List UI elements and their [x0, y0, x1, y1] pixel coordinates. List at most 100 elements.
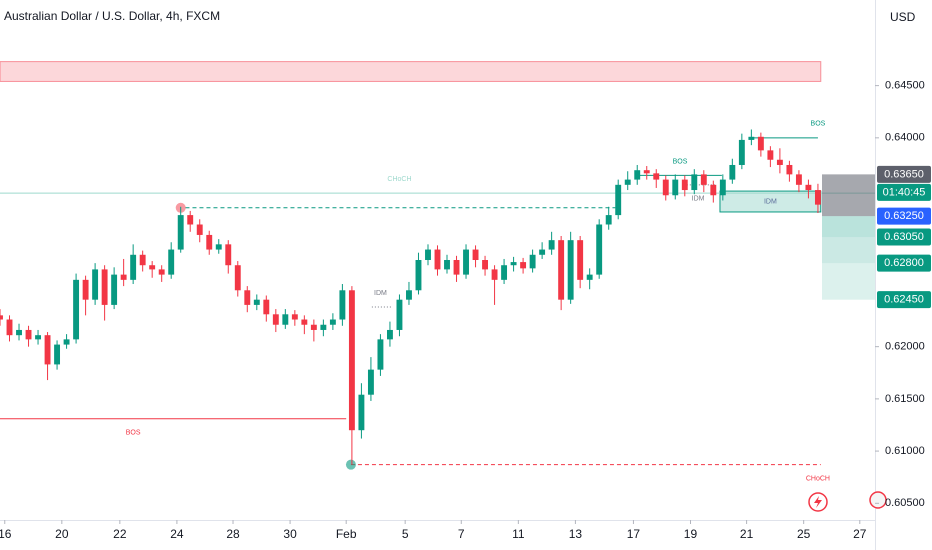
candle-body — [25, 329, 32, 340]
candle-body — [272, 314, 279, 325]
price-label: 01:40:45 — [883, 186, 926, 198]
candle-body — [177, 215, 184, 250]
candle-body — [529, 254, 536, 269]
candle-body — [558, 240, 565, 300]
y-tick-label: 0.61000 — [885, 445, 925, 457]
x-tick-label: 22 — [113, 527, 127, 541]
candle-body — [434, 249, 441, 270]
marker — [345, 459, 356, 470]
price-label: 0.62450 — [884, 294, 924, 306]
x-tick-label: 24 — [170, 527, 184, 541]
candle-body — [681, 179, 688, 191]
candle-body — [662, 179, 669, 196]
candle-body — [586, 274, 593, 280]
candle-body — [444, 260, 450, 270]
candle-body — [63, 339, 70, 345]
x-tick-label: 25 — [797, 527, 811, 541]
candle-body — [396, 299, 403, 330]
candle-body — [491, 269, 498, 280]
x-tick-label: 19 — [684, 527, 698, 541]
x-tick-label: 11 — [512, 527, 525, 541]
chart-title: Australian Dollar / U.S. Dollar, 4h, FXC… — [4, 9, 220, 23]
candle-body — [482, 260, 489, 270]
level-label: BOS — [811, 121, 826, 128]
level-label: CHoCH — [806, 476, 830, 483]
candle-body — [700, 174, 707, 185]
candle-body — [206, 234, 213, 250]
candle-body — [310, 324, 317, 330]
candle-body — [624, 179, 631, 185]
candle-body — [653, 173, 660, 180]
currency[interactable]: USD — [890, 10, 916, 24]
candle-body — [111, 274, 118, 305]
candle-body — [282, 314, 289, 325]
x-tick-label: 16 — [0, 527, 12, 541]
candle-body — [329, 319, 336, 325]
candle-body — [16, 329, 22, 336]
candle-body — [453, 260, 460, 275]
candle-body — [567, 240, 574, 300]
projection-band — [822, 237, 875, 264]
candle-body — [168, 249, 175, 275]
candle-body — [253, 299, 260, 305]
candle-body — [501, 265, 508, 280]
candle-body — [805, 184, 812, 191]
candle-body — [0, 315, 3, 320]
candle-body — [244, 290, 251, 305]
projection-band — [822, 174, 875, 217]
candle-body — [520, 262, 527, 269]
candle-body — [719, 179, 726, 196]
candle-body — [158, 269, 165, 275]
candle-body — [415, 260, 422, 291]
level-label: BOS — [673, 158, 688, 165]
candle-body — [367, 369, 374, 395]
candle-body — [710, 184, 717, 196]
candle-body — [225, 244, 232, 266]
price-label-box — [877, 183, 931, 201]
x-tick-label: 13 — [569, 527, 583, 541]
candle-body — [92, 269, 99, 300]
candle-body — [234, 265, 241, 291]
candle-body — [82, 279, 89, 300]
candle-body — [339, 290, 346, 320]
flag-icon[interactable] — [869, 491, 887, 509]
candle-body — [510, 262, 517, 266]
alert-icon[interactable] — [808, 492, 828, 512]
level-label: IDM — [692, 196, 705, 203]
plot: IDM CHoCH BOS CHoCH BOS BOS IDM IDM — [0, 61, 875, 483]
candle-body — [291, 314, 298, 320]
candle-body — [130, 254, 137, 280]
candle-body — [691, 174, 698, 191]
candle-body — [776, 159, 783, 165]
x-tick-label: 21 — [740, 527, 754, 541]
x-tick-label: 17 — [627, 527, 641, 541]
price-label-box — [877, 228, 931, 246]
zone-label: IDM — [764, 198, 777, 205]
candle-body — [615, 184, 622, 216]
candle-body — [196, 224, 203, 235]
alert-bolt — [814, 496, 822, 508]
level-label: CHoCH — [387, 176, 411, 183]
y-tick-label: 0.62000 — [885, 341, 925, 353]
y-tick-label: 0.64000 — [885, 132, 925, 144]
candle-body — [6, 319, 13, 336]
candle-body — [320, 324, 327, 330]
candle-body — [301, 319, 308, 325]
candle-body — [596, 224, 603, 275]
level-label: IDM — [374, 290, 387, 297]
candle-body — [406, 290, 412, 300]
x-tick-label: 20 — [55, 527, 69, 541]
candle-body — [425, 249, 431, 260]
candle-body — [729, 164, 736, 180]
candle-body — [605, 215, 612, 225]
candle-body — [348, 290, 355, 431]
candle-body — [672, 179, 679, 196]
candle-body — [54, 344, 61, 365]
price-label-box — [877, 291, 931, 309]
x-tick-label: Feb — [336, 527, 357, 541]
candle-body — [44, 335, 51, 365]
projection-band — [822, 216, 875, 238]
candle-body — [358, 394, 365, 431]
candle-body — [472, 249, 479, 260]
